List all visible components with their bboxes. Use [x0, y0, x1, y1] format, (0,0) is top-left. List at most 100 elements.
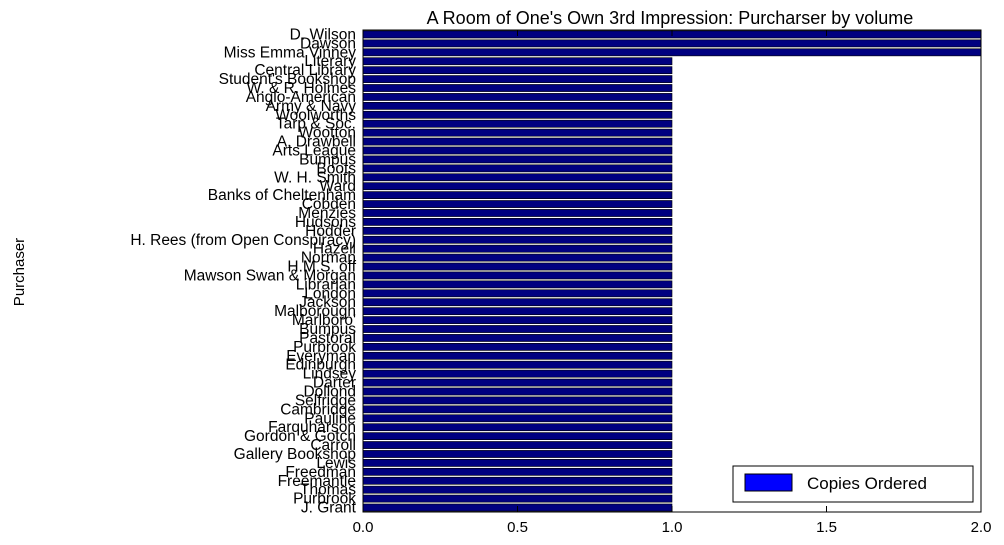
category-label: Wootton — [299, 125, 356, 142]
category-label: Cobden — [302, 196, 356, 213]
legend-label: Copies Ordered — [807, 474, 927, 493]
category-label: Gordon & Gotch — [244, 428, 356, 445]
category-label: Darter — [313, 375, 356, 392]
bar — [362, 325, 673, 333]
bar — [362, 476, 673, 485]
category-label: Boots — [316, 160, 356, 177]
category-label: Dollond — [303, 384, 356, 401]
category-label: Librarian — [296, 276, 356, 293]
bar — [362, 271, 673, 280]
category-label: D. Wilson — [290, 26, 356, 43]
category-label: Literary — [304, 53, 356, 70]
category-label: Carroll — [310, 437, 356, 454]
bar — [362, 307, 673, 316]
bar — [362, 414, 673, 423]
category-label: Dawson — [300, 35, 356, 52]
y-axis-label: Purchaser — [11, 238, 28, 306]
category-label: W. H. Smith — [274, 169, 356, 186]
bar — [362, 334, 673, 342]
category-label: H. Rees (from Open Conspiracy) — [130, 232, 356, 249]
bar — [362, 84, 673, 92]
bar — [362, 405, 673, 414]
bar — [362, 119, 673, 128]
bar — [362, 75, 673, 83]
category-label: Gallery Bookshop — [234, 446, 356, 463]
bar — [362, 244, 673, 253]
bar — [362, 280, 673, 289]
bar — [362, 432, 673, 441]
bar — [362, 102, 673, 110]
bar — [362, 200, 673, 208]
plot-frame — [362, 29, 982, 513]
bar — [362, 57, 673, 66]
bar — [362, 218, 673, 226]
bar — [362, 48, 982, 57]
category-label: Freemantle — [278, 473, 356, 490]
category-label: Woolworths — [275, 107, 356, 124]
bar — [362, 441, 673, 449]
bar — [362, 146, 673, 155]
bar — [362, 128, 673, 137]
bar — [362, 137, 673, 146]
category-label: Jackson — [299, 294, 356, 311]
legend: Copies Ordered — [732, 465, 974, 503]
category-label: H.M.S. off — [287, 259, 356, 276]
category-label: Thomas — [300, 482, 356, 499]
category-label: Hodder — [305, 223, 356, 240]
category-label: Edinburgh — [285, 357, 356, 374]
category-label: Norman — [301, 250, 356, 267]
bar — [362, 164, 673, 173]
category-label: Student's Bookshop — [219, 71, 356, 88]
category-label: Hazell — [313, 241, 356, 258]
category-label: Everyman — [286, 348, 356, 365]
x-tick-label: 0.0 — [353, 519, 374, 536]
bar — [362, 226, 673, 235]
bar — [362, 155, 673, 164]
category-label: Purbrook — [293, 491, 356, 508]
bar — [362, 93, 673, 101]
x-axis-ticks: 0.0 0.5 1.0 1.5 2.0 — [353, 30, 992, 536]
category-label: Marlboro' — [292, 312, 356, 329]
category-label: Bumpus — [299, 321, 356, 338]
x-tick-label: 1.0 — [662, 519, 683, 536]
category-label: Lindsey — [303, 366, 357, 383]
bar — [362, 423, 673, 432]
x-tick-label: 1.5 — [816, 519, 837, 536]
category-label: J. Grant — [301, 500, 357, 517]
category-label: Selfridge — [295, 392, 356, 409]
category-label: Tarp & Soc. — [276, 116, 356, 133]
bar — [362, 387, 673, 396]
category-label: Farquharson — [268, 419, 356, 436]
bar — [362, 494, 673, 503]
bar — [362, 342, 673, 351]
category-label: Arts League — [272, 143, 356, 160]
bar — [362, 182, 673, 191]
bar — [362, 485, 673, 494]
bar — [362, 39, 982, 48]
bar — [362, 235, 673, 244]
x-tick-label: 0.5 — [507, 519, 528, 536]
bar — [362, 351, 673, 360]
bar — [362, 253, 673, 262]
category-label: Army & Navy — [266, 98, 357, 115]
category-label: Pauline — [304, 410, 356, 427]
bar — [362, 66, 673, 75]
category-label: W. & R. Holmes — [247, 80, 357, 97]
category-label: Miss Emma Vinney — [224, 44, 357, 61]
category-label: Freedman — [285, 464, 356, 481]
bar — [362, 369, 673, 378]
bar — [362, 289, 673, 298]
x-tick-label: 2.0 — [971, 519, 992, 536]
bar — [362, 459, 673, 467]
category-label: Banks of Cheltenham — [208, 187, 356, 204]
bar — [362, 191, 673, 200]
category-label: Bumpus — [299, 151, 356, 168]
bar — [362, 396, 673, 405]
bar — [362, 262, 673, 271]
chart-title: A Room of One's Own 3rd Impression: Purc… — [427, 8, 914, 28]
category-label: Cambridge — [280, 401, 356, 418]
bar — [362, 173, 673, 182]
legend-swatch — [744, 473, 793, 492]
category-label: Hudsons — [295, 214, 356, 231]
